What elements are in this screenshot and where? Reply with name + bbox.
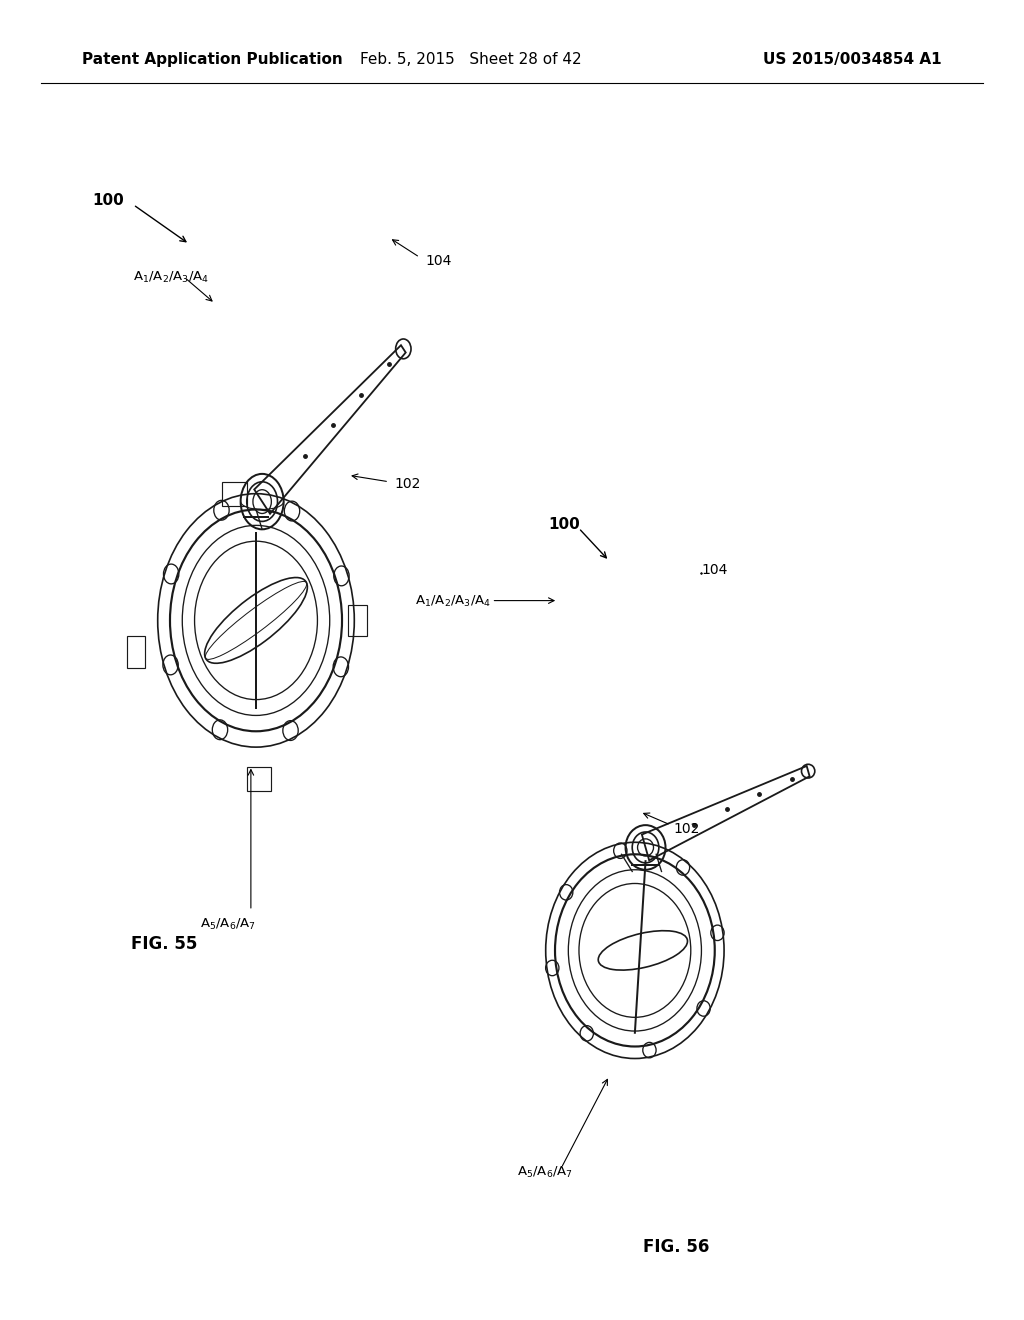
Bar: [348, 605, 367, 636]
Text: Patent Application Publication: Patent Application Publication: [82, 51, 343, 67]
Text: A$_5$/A$_6$/A$_7$: A$_5$/A$_6$/A$_7$: [200, 916, 256, 932]
Text: US 2015/0034854 A1: US 2015/0034854 A1: [764, 51, 942, 67]
Text: 102: 102: [674, 822, 700, 836]
Bar: [222, 482, 247, 506]
Bar: [127, 636, 145, 668]
Text: Feb. 5, 2015   Sheet 28 of 42: Feb. 5, 2015 Sheet 28 of 42: [360, 51, 582, 67]
Text: A$_1$/A$_2$/A$_3$/A$_4$: A$_1$/A$_2$/A$_3$/A$_4$: [133, 269, 209, 285]
Text: 104: 104: [701, 564, 728, 577]
Bar: [247, 767, 271, 791]
Text: 100: 100: [548, 516, 580, 532]
Text: 100: 100: [92, 193, 124, 209]
Text: 104: 104: [425, 255, 452, 268]
Text: 102: 102: [394, 478, 421, 491]
Text: A$_1$/A$_2$/A$_3$/A$_4$: A$_1$/A$_2$/A$_3$/A$_4$: [415, 594, 490, 610]
Text: FIG. 56: FIG. 56: [643, 1238, 709, 1257]
Text: FIG. 55: FIG. 55: [131, 935, 197, 953]
Text: A$_5$/A$_6$/A$_7$: A$_5$/A$_6$/A$_7$: [517, 1164, 573, 1180]
